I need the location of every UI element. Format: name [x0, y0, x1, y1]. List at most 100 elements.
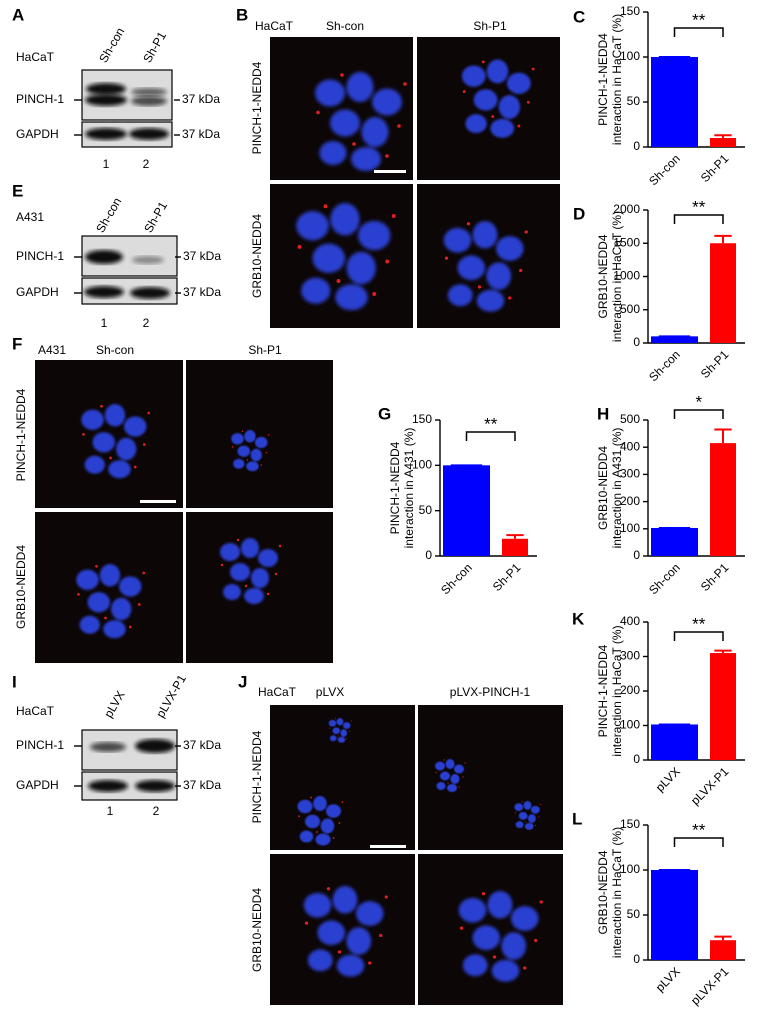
y-tick-label: 100	[620, 862, 640, 876]
y-tick-label: 2000	[613, 202, 640, 216]
x-tick-label: Sh-con	[646, 347, 683, 384]
y-tick-label: 100	[620, 49, 640, 63]
panel-letter: I	[12, 672, 17, 691]
y-tick-label: 100	[620, 718, 640, 732]
x-tick-label: Sh-con	[438, 560, 475, 597]
significance-bracket	[465, 431, 516, 441]
cell-line-label: A431	[16, 210, 44, 224]
row-label: GRB10-NEDD4	[250, 214, 264, 298]
bar	[651, 527, 698, 556]
column-label: pLVX-PINCH-1	[450, 685, 531, 699]
y-tick-label: 1000	[613, 269, 640, 283]
y-tick-label: 100	[412, 458, 432, 472]
row-label: GAPDH	[16, 778, 59, 792]
lane-number: 1	[101, 316, 108, 330]
panel-letter: D	[573, 204, 585, 223]
y-axis-label: interaction in HaCaT (%)	[610, 14, 624, 145]
x-tick-label: pLVX-P1	[688, 964, 731, 1007]
lane-label: Sh-con	[93, 195, 124, 235]
significance-bracket	[673, 214, 724, 224]
lane-number: 2	[143, 316, 150, 330]
significance-bracket	[673, 837, 724, 847]
bar	[710, 653, 736, 760]
y-axis-label: GRB10-NEDD4	[596, 234, 610, 318]
lane-label: Sh-con	[96, 25, 127, 65]
x-tick-label: Sh-P1	[698, 347, 732, 381]
row-label: PINCH-1	[16, 92, 64, 106]
bar	[710, 443, 736, 556]
size-label: 37 kDa	[183, 249, 221, 263]
significance-label: **	[692, 197, 706, 216]
row-label: PINCH-1	[16, 249, 64, 263]
bar	[651, 57, 698, 147]
column-label: Sh-con	[326, 19, 364, 33]
row-label: GRB10-NEDD4	[250, 888, 264, 972]
bar	[651, 336, 698, 343]
column-label: Sh-P1	[248, 343, 282, 357]
lane-number: 2	[143, 157, 150, 171]
x-tick-label: pLVX-P1	[688, 764, 731, 807]
panel-letter: J	[238, 672, 247, 691]
y-axis-label: GRB10-NEDD4	[596, 850, 610, 934]
y-tick-label: 300	[620, 649, 640, 663]
x-tick-label: Sh-P1	[698, 560, 732, 594]
y-tick-label: 400	[620, 614, 640, 628]
y-tick-label: 0	[633, 335, 640, 349]
cell-line-label: HaCaT	[16, 50, 55, 64]
significance-label: **	[692, 614, 706, 633]
significance-label: **	[692, 10, 706, 29]
panel-letter: E	[12, 181, 23, 200]
lane-number: 2	[153, 804, 160, 818]
row-label: PINCH-1-NEDD4	[14, 388, 28, 481]
bar	[502, 538, 528, 556]
y-tick-label: 50	[419, 503, 433, 517]
panel-letter: C	[573, 7, 585, 26]
row-label: PINCH-1-NEDD4	[250, 730, 264, 823]
y-tick-label: 50	[627, 907, 641, 921]
cell-line-label: HaCaT	[16, 704, 55, 718]
column-label: pLVX	[316, 685, 344, 699]
panel-letter: K	[572, 609, 585, 628]
size-label: 37 kDa	[183, 738, 221, 752]
y-axis-label: interaction in HaCaT (%)	[610, 827, 624, 958]
x-tick-label: Sh-P1	[698, 151, 732, 185]
y-tick-label: 0	[633, 548, 640, 562]
significance-bracket	[673, 631, 724, 641]
significance-label: *	[695, 392, 702, 411]
y-tick-label: 0	[633, 952, 640, 966]
bar	[710, 940, 736, 960]
micrographs	[35, 37, 563, 1005]
y-tick-label: 100	[620, 521, 640, 535]
row-label: PINCH-1	[16, 738, 64, 752]
size-label: 37 kDa	[183, 285, 221, 299]
significance-label: **	[692, 820, 706, 839]
x-tick-label: Sh-P1	[490, 560, 524, 594]
row-label: GRB10-NEDD4	[14, 545, 28, 629]
panel-letter: B	[236, 5, 248, 24]
cell-line-label: HaCaT	[255, 19, 294, 33]
y-tick-label: 500	[620, 412, 640, 426]
row-label: GAPDH	[16, 127, 59, 141]
significance-bracket	[673, 409, 724, 419]
panel-letter: F	[12, 334, 22, 353]
bar	[651, 724, 698, 760]
panel-letter: L	[572, 809, 582, 828]
cell-line-label: HaCaT	[258, 685, 297, 699]
y-tick-label: 0	[633, 752, 640, 766]
y-tick-label: 150	[412, 412, 432, 426]
y-axis-label: interaction in HaCaT (%)	[610, 625, 624, 756]
row-label: GAPDH	[16, 285, 59, 299]
lane-label: pLVX	[101, 688, 127, 720]
y-tick-label: 300	[620, 467, 640, 481]
x-tick-label: Sh-con	[646, 560, 683, 597]
panel-letter: H	[597, 404, 609, 423]
column-label: Sh-con	[96, 343, 134, 357]
y-axis-label: interaction in A431 (%)	[610, 428, 624, 549]
y-tick-label: 200	[620, 683, 640, 697]
x-tick-label: pLVX	[653, 764, 683, 794]
y-axis-label: interaction in HaCaT (%)	[610, 211, 624, 342]
cell-line-label: A431	[38, 343, 66, 357]
bar	[651, 870, 698, 960]
size-label: 37 kDa	[182, 92, 220, 106]
